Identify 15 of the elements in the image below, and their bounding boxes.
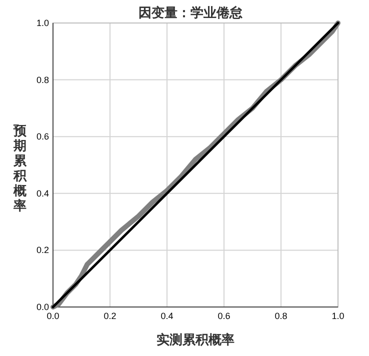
y-axis-title: 预期累积概率 bbox=[12, 123, 28, 213]
x-tick-label: 1.0 bbox=[332, 311, 344, 321]
chart-title: 因变量：学业倦怠 bbox=[138, 5, 244, 20]
y-tick-label: 1.0 bbox=[36, 18, 49, 28]
x-tick-label: 0.6 bbox=[218, 311, 230, 321]
x-tick-label: 0.0 bbox=[46, 311, 60, 321]
y-tick-label: 0.6 bbox=[36, 132, 49, 142]
x-axis-title: 实测累积概率 bbox=[156, 332, 234, 347]
y-tick-label: 0.8 bbox=[36, 74, 49, 85]
x-tick-label: 0.8 bbox=[274, 311, 288, 321]
x-tick-label: 0.2 bbox=[104, 311, 116, 321]
x-tick-label: 0.4 bbox=[160, 311, 174, 321]
y-tick-label: 0.2 bbox=[36, 245, 49, 256]
y-tick-label: 0.0 bbox=[36, 302, 49, 312]
y-tick-label: 0.4 bbox=[36, 188, 49, 198]
